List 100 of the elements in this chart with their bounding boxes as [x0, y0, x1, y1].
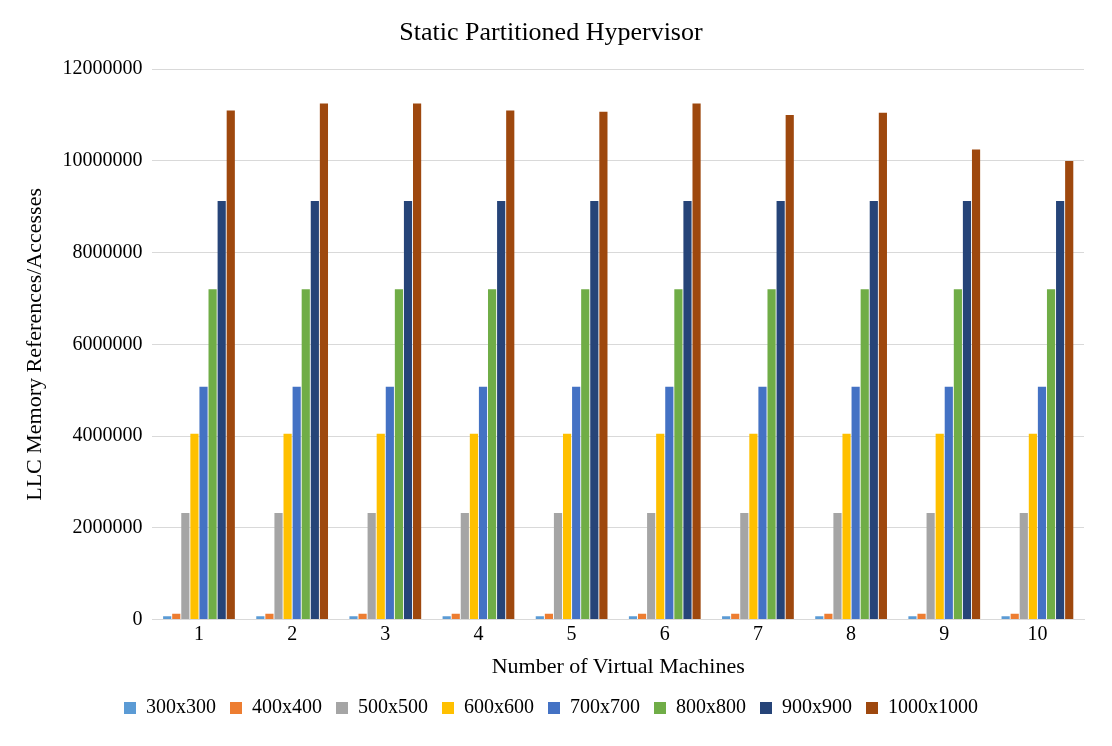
bar	[385, 386, 394, 620]
bar	[935, 433, 944, 620]
bar	[265, 613, 274, 620]
y-axis-title: LLC Memory References/Accesses	[20, 188, 46, 501]
x-tick-label: 4	[473, 621, 484, 644]
y-tick-label: 0	[132, 606, 143, 629]
bar	[217, 201, 226, 620]
bar	[256, 616, 265, 620]
bar	[535, 616, 544, 620]
bar	[349, 616, 358, 620]
bar	[394, 289, 404, 620]
bar	[824, 613, 833, 620]
legend-label: 600x600	[464, 695, 534, 718]
bar	[637, 613, 647, 620]
bar	[740, 512, 749, 620]
bar	[860, 289, 869, 620]
bar	[731, 613, 740, 620]
bar	[647, 512, 656, 620]
bar	[572, 386, 581, 620]
bar	[665, 386, 674, 620]
bar	[358, 613, 367, 620]
bar	[376, 433, 385, 620]
legend-label: 700x700	[570, 695, 640, 718]
bar	[292, 386, 301, 620]
bar	[599, 111, 608, 620]
bar	[833, 512, 842, 620]
bar	[469, 433, 479, 620]
bar	[581, 289, 590, 620]
y-tick-label: 2000000	[72, 515, 143, 538]
bar	[497, 201, 506, 620]
bar	[553, 512, 563, 620]
bar	[163, 616, 172, 620]
bar	[722, 616, 731, 620]
bar	[199, 386, 208, 620]
bar	[962, 201, 972, 620]
x-tick-label: 6	[659, 621, 670, 644]
bar	[878, 112, 887, 620]
x-tick-label: 7	[752, 621, 763, 644]
bar	[815, 616, 824, 620]
x-axis-title: Number of Virtual Machines	[491, 652, 745, 678]
legend-label: 500x500	[358, 695, 428, 718]
bar	[683, 201, 692, 620]
y-tick-label: 10000000	[62, 148, 143, 171]
bar	[1001, 616, 1010, 620]
bar	[851, 386, 860, 620]
bar	[953, 289, 962, 620]
bar	[301, 289, 310, 620]
bar	[562, 433, 572, 620]
bar	[1037, 386, 1047, 620]
bar	[319, 103, 329, 620]
bar	[917, 613, 926, 620]
bar	[758, 386, 767, 620]
x-tick-label: 1	[193, 621, 204, 644]
legend-label: 400x400	[252, 695, 322, 718]
bar	[283, 433, 292, 620]
bar	[460, 512, 469, 620]
bar	[749, 433, 758, 620]
bar	[172, 613, 181, 620]
bar	[403, 201, 413, 620]
x-tick-label: 9	[939, 621, 950, 644]
bar	[926, 512, 935, 620]
bar	[413, 103, 422, 620]
y-tick-label: 4000000	[72, 423, 143, 446]
bar	[274, 512, 283, 620]
bar	[1010, 613, 1019, 620]
bar	[674, 289, 683, 620]
x-tick-label: 10	[1027, 621, 1048, 644]
bar	[628, 616, 638, 620]
bar	[767, 289, 776, 620]
bar	[842, 433, 851, 620]
legend-label: 1000x1000	[888, 695, 978, 718]
bar	[190, 433, 199, 620]
bar	[367, 512, 376, 620]
bar	[785, 115, 794, 620]
x-tick-label: 8	[846, 621, 857, 644]
bar	[208, 289, 217, 620]
x-tick-label: 5	[566, 621, 577, 644]
bar	[488, 289, 497, 620]
bar	[1065, 160, 1074, 620]
legend-label: 800x800	[676, 695, 746, 718]
bar	[506, 110, 515, 620]
bar	[869, 201, 878, 620]
bar	[478, 386, 488, 620]
y-tick-label: 6000000	[72, 331, 143, 354]
bar	[310, 201, 319, 620]
x-tick-label: 3	[380, 621, 391, 644]
y-tick-label: 12000000	[62, 56, 143, 79]
bar	[590, 201, 599, 620]
y-tick-label: 8000000	[72, 239, 143, 262]
bar	[1046, 289, 1056, 620]
bar	[1028, 433, 1037, 620]
bar	[971, 149, 981, 620]
legend-label: 300x300	[146, 695, 216, 718]
bar	[1056, 201, 1065, 620]
bar	[692, 103, 701, 620]
bar	[908, 616, 917, 620]
bar	[442, 616, 451, 620]
bar	[944, 386, 953, 620]
bar	[451, 613, 460, 620]
bar	[544, 613, 553, 620]
